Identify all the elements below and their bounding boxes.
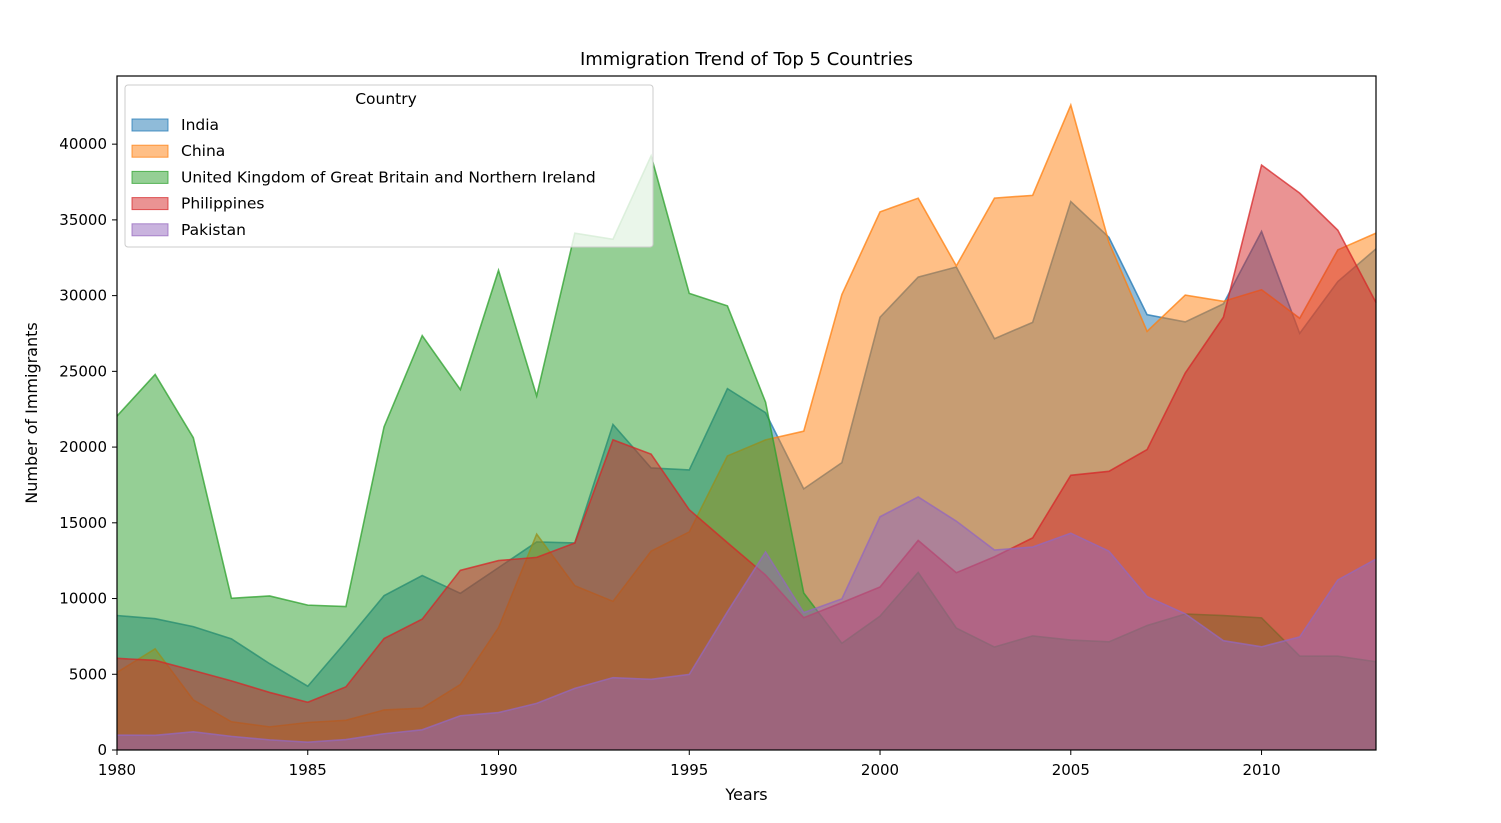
y-tick-label: 15000 xyxy=(59,514,107,532)
y-tick-label: 10000 xyxy=(59,590,107,608)
legend-box xyxy=(124,84,654,248)
legend-swatch-china xyxy=(131,144,169,158)
x-tick-label: 1985 xyxy=(289,761,327,779)
line-philippines xyxy=(116,163,1377,704)
legend-swatch-india xyxy=(131,118,169,132)
y-tick-label: 0 xyxy=(97,741,107,759)
x-axis-title: Years xyxy=(724,785,767,804)
x-tick-label: 1995 xyxy=(670,761,708,779)
plot-frame xyxy=(116,75,1377,751)
y-tick-label: 40000 xyxy=(59,135,107,153)
legend-swatch-united-kingdom-of-great-britain-and-northern-ireland xyxy=(131,170,169,184)
x-tick-label: 2000 xyxy=(861,761,899,779)
area-pakistan xyxy=(117,496,1376,750)
legend-label-united-kingdom-of-great-britain-and-northern-ireland: United Kingdom of Great Britain and Nort… xyxy=(181,168,596,186)
legend-label-china: China xyxy=(181,142,225,160)
y-axis: 0 5000 10000 15000 20000 25000 30000 35000 40000 xyxy=(59,135,117,759)
legend-items: India China United Kingdom of Great Britai… xyxy=(131,116,596,239)
legend-swatch-philippines xyxy=(131,197,169,211)
legend: Country India China United Kingdom of Grea… xyxy=(124,84,654,248)
x-tick-label: 2010 xyxy=(1242,761,1280,779)
x-tick-label: 2005 xyxy=(1052,761,1090,779)
legend-label-philippines: Philippines xyxy=(181,195,265,213)
x-tick-label: 1980 xyxy=(98,761,136,779)
legend-swatch-pakistan xyxy=(131,223,169,237)
series-areas xyxy=(116,102,1377,751)
legend-label-india: India xyxy=(181,116,219,134)
y-tick-label: 5000 xyxy=(69,665,107,683)
x-axis: 1980 1985 1990 1995 2000 2005 2010 xyxy=(98,750,1281,779)
legend-label-pakistan: Pakistan xyxy=(181,221,246,239)
y-tick-label: 20000 xyxy=(59,438,107,456)
y-tick-label: 25000 xyxy=(59,362,107,380)
chart-title: Immigration Trend of Top 5 Countries xyxy=(580,49,913,70)
legend-title: Country xyxy=(355,90,417,108)
y-tick-label: 30000 xyxy=(59,287,107,305)
x-tick-label: 1990 xyxy=(479,761,517,779)
y-axis-title: Number of Immigrants xyxy=(22,322,41,504)
area-united-kingdom-of-great-britain-and-northern-ireland xyxy=(117,155,1376,751)
y-tick-label: 35000 xyxy=(59,211,107,229)
line-pakistan xyxy=(116,496,1377,744)
